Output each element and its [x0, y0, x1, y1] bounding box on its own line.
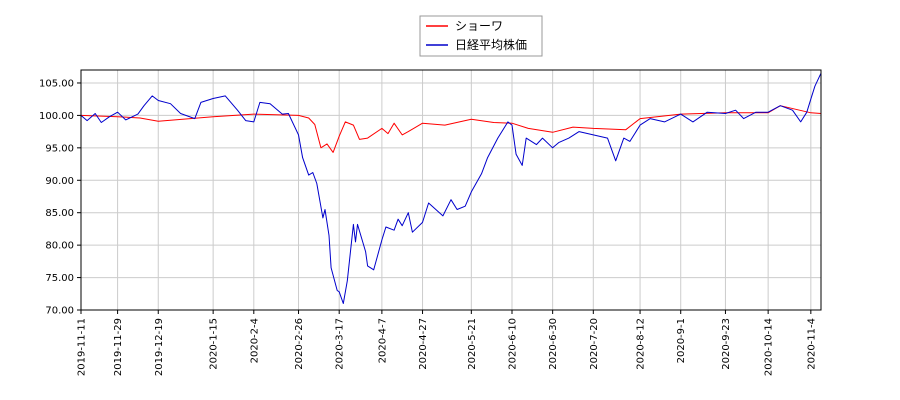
x-tick-label: 2019-11-11	[77, 318, 88, 376]
x-tick-label: 2020-4-27	[418, 318, 429, 370]
x-tick-label: 2020-6-30	[548, 318, 559, 370]
x-tick-label: 2020-5-21	[467, 318, 478, 370]
x-tick-label: 2020-6-10	[507, 318, 518, 370]
x-tick-label: 2020-1-15	[209, 318, 220, 370]
x-tick-label: 2020-3-17	[335, 318, 346, 370]
plot-frame	[80, 69, 822, 311]
legend: ショーワ 日経平均株価	[419, 15, 543, 57]
y-tick-label: 75.00	[45, 273, 74, 284]
x-tick-label: 2019-11-29	[113, 318, 124, 376]
x-tick-label: 2020-2-4	[249, 318, 260, 363]
y-axis: 70.00 75.00 80.00 85.00 90.00 95.00 100.00 105.…	[39, 78, 81, 317]
y-tick-label: 100.00	[39, 111, 74, 122]
legend-box	[419, 15, 543, 57]
x-tick-label: 2020-7-20	[589, 318, 600, 370]
x-tick-label: 2020-11-4	[806, 318, 817, 370]
legend-label-showa: ショーワ	[455, 19, 503, 33]
x-axis: 2019-11-11 2019-11-29 2019-12-19 2020-1-15 2…	[77, 310, 817, 376]
grid	[80, 70, 821, 311]
x-tick-label: 2020-2-26	[294, 318, 305, 370]
x-tick-label: 2019-12-19	[154, 318, 165, 376]
y-tick-label: 85.00	[45, 208, 74, 219]
y-tick-label: 95.00	[45, 143, 74, 154]
y-tick-label: 105.00	[39, 78, 74, 89]
legend-label-nikkei: 日経平均株価	[455, 37, 527, 52]
y-tick-label: 90.00	[45, 176, 74, 187]
x-tick-label: 2020-9-23	[721, 318, 732, 370]
series-lines	[80, 72, 822, 304]
y-tick-label: 70.00	[45, 306, 74, 317]
x-tick-label: 2020-4-7	[377, 318, 388, 363]
series-line-showa	[80, 105, 822, 153]
y-tick-label: 80.00	[45, 241, 74, 252]
x-tick-label: 2020-10-14	[764, 318, 775, 376]
x-tick-label: 2020-9-1	[676, 318, 687, 363]
series-line-nikkei	[80, 72, 822, 304]
x-tick-label: 2020-8-12	[636, 318, 647, 370]
